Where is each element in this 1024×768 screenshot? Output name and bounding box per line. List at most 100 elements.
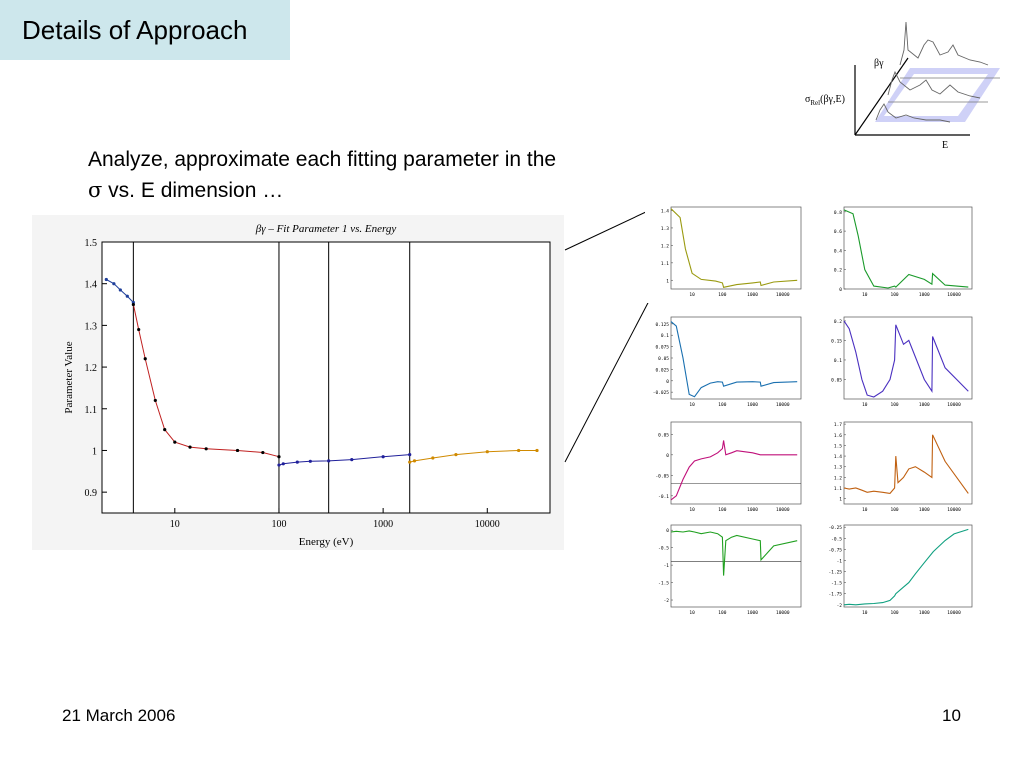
thumb-x-tick-label-0: 10	[689, 292, 695, 298]
thumb-series-line	[670, 530, 798, 576]
data-point-2-2	[295, 460, 299, 464]
thumb-y-tick-label-0: 0.2	[834, 319, 842, 325]
label-sigma-sub: Rel	[810, 99, 820, 107]
main-fit-chart: βγ – Fit Parameter 1 vs. Energy 1.5 1.4 1.3…	[32, 215, 564, 550]
thumb-y-tick-label-6: -1.75	[828, 592, 842, 598]
thumb-x-tick-label-1: 100	[890, 402, 898, 408]
data-point-2-6	[381, 455, 385, 459]
label-sigma-rel: σRel(βγ,E)	[805, 94, 845, 107]
thumb-frame	[670, 421, 802, 505]
thumb-x-tick-label-1: 100	[718, 292, 726, 298]
thumb-y-tick-label-7: 1	[839, 497, 842, 503]
thumb-x-tick-label-2: 1000	[747, 507, 758, 513]
data-point-3-6	[535, 448, 539, 453]
thumb-chart-8: -0.25 -0.5 -0.75 -1 -1.25 -1.5 -1.75 -2 10 100 100…	[818, 521, 976, 621]
x-tick-label-0: 10	[170, 519, 180, 530]
thumb-y-tick-label-3: 0.05	[831, 377, 842, 383]
thumb-x-tick-label-2: 1000	[919, 507, 930, 513]
body-line-2-rest: vs. E dimension …	[102, 179, 284, 202]
thumb-y-tick-label-3: 0.2	[834, 268, 842, 274]
thumb-y-tick-label-3: -1	[837, 558, 843, 564]
thumb-y-tick-label-4: -2	[664, 598, 670, 604]
y-axis-label: Parameter Value	[63, 341, 75, 413]
thumb-x-tick-label-3: 10000	[947, 507, 961, 513]
plane-inner	[884, 74, 988, 116]
data-point-3-1	[412, 459, 417, 463]
thumb-y-tick-label-4: -1.25	[828, 570, 842, 576]
thumb-y-tick-label-4: 1	[666, 278, 669, 284]
thumb-series-line	[670, 321, 798, 398]
data-point-0-2	[118, 288, 122, 292]
thumb-y-tick-label-0: -0.25	[828, 525, 842, 531]
thumb-chart-3: 0.125 0.1 0.075 0.05 0.025 0 -0.025 10 100 1000 10…	[645, 313, 805, 413]
main-chart-frame	[101, 241, 551, 514]
data-point-1-9	[261, 450, 265, 455]
thumb-y-tick-label-6: 1.1	[834, 486, 842, 492]
thumb-x-tick-label-3: 10000	[947, 292, 961, 298]
thumb-y-tick-label-1: -0.5	[658, 546, 669, 552]
thumb-frame	[843, 206, 973, 290]
body-line-1: Analyze, approximate each fitting parame…	[88, 148, 557, 171]
data-point-2-5	[350, 458, 354, 462]
thumb-y-tick-label-0: 0.125	[655, 322, 669, 328]
thumb-frame	[670, 524, 802, 608]
connector-line-top	[564, 210, 649, 251]
thumb-x-tick-label-0: 10	[862, 292, 868, 298]
thumb-x-tick-label-3: 10000	[947, 610, 961, 616]
sigma-symbol: σ	[88, 178, 103, 202]
thumb-y-tick-label-2: 1.5	[834, 443, 842, 449]
thumb-series-line	[670, 440, 798, 501]
data-point-0-0	[104, 277, 108, 282]
data-point-1-2	[143, 357, 147, 361]
thumb-x-tick-label-0: 10	[689, 610, 695, 616]
data-point-1-7	[204, 447, 208, 451]
data-point-3-2	[431, 456, 435, 460]
thumb-y-tick-label-2: -0.75	[828, 547, 842, 553]
thumb-bg	[645, 203, 805, 303]
thumb-chart-1: 1.4 1.3 1.2 1.1 1 10 100 1000 10000	[645, 203, 805, 303]
x-axis-label: Energy (eV)	[299, 536, 354, 548]
curve-back	[899, 21, 989, 66]
thumb-x-tick-label-1: 100	[718, 610, 726, 616]
thumb-y-tick-label-7: -2	[837, 603, 843, 609]
thumb-frame	[843, 316, 973, 400]
thumb-y-tick-label-3: 0.05	[658, 356, 669, 362]
thumb-x-tick-label-3: 10000	[776, 292, 790, 298]
label-e-axis: E	[942, 140, 948, 151]
data-point-2-0	[277, 463, 281, 467]
thumb-x-tick-label-1: 100	[890, 610, 898, 616]
curve-mid	[887, 70, 981, 99]
page-number: 10	[942, 706, 961, 725]
thumb-series-line	[843, 320, 969, 398]
thumb-frame	[843, 421, 973, 505]
y-tick-label-2: 1.3	[85, 321, 98, 332]
thumb-x-tick-label-2: 1000	[747, 292, 758, 298]
curve-front	[875, 103, 951, 123]
thumb-x-tick-label-0: 10	[689, 507, 695, 513]
thumb-x-tick-label-2: 1000	[747, 402, 758, 408]
body-text: Analyze, approximate each fitting parame…	[88, 145, 678, 206]
thumb-y-tick-label-0: 0.8	[834, 210, 842, 216]
thumb-x-tick-label-3: 10000	[947, 402, 961, 408]
y-tick-label-0: 1.5	[85, 238, 98, 249]
thumb-y-tick-label-4: 0	[839, 287, 842, 293]
data-point-1-6	[188, 445, 192, 449]
thumb-y-tick-label-5: 1.2	[834, 475, 842, 481]
data-point-0-1	[112, 282, 116, 286]
thumb-y-tick-label-3: 1.1	[661, 261, 669, 267]
data-point-2-7	[408, 453, 412, 457]
thumb-frame	[843, 524, 973, 608]
thumb-y-tick-label-4: 0.025	[655, 367, 669, 373]
sigma-3d-diagram: βγ σRel(βγ,E) E	[805, 21, 1000, 151]
thumb-y-tick-label-2: 0.1	[834, 358, 842, 364]
thumb-y-tick-label-0: 0.05	[658, 432, 669, 438]
thumb-x-tick-label-0: 10	[689, 402, 695, 408]
data-point-1-5	[173, 440, 177, 444]
thumb-x-tick-label-3: 10000	[776, 507, 790, 513]
thumb-y-tick-label-4: 1.3	[834, 465, 842, 471]
thumb-x-tick-label-3: 10000	[776, 610, 790, 616]
thumb-y-tick-label-1: -0.5	[831, 536, 842, 542]
thumb-y-tick-label-2: -0.05	[655, 473, 669, 479]
thumb-x-tick-label-1: 100	[890, 292, 898, 298]
